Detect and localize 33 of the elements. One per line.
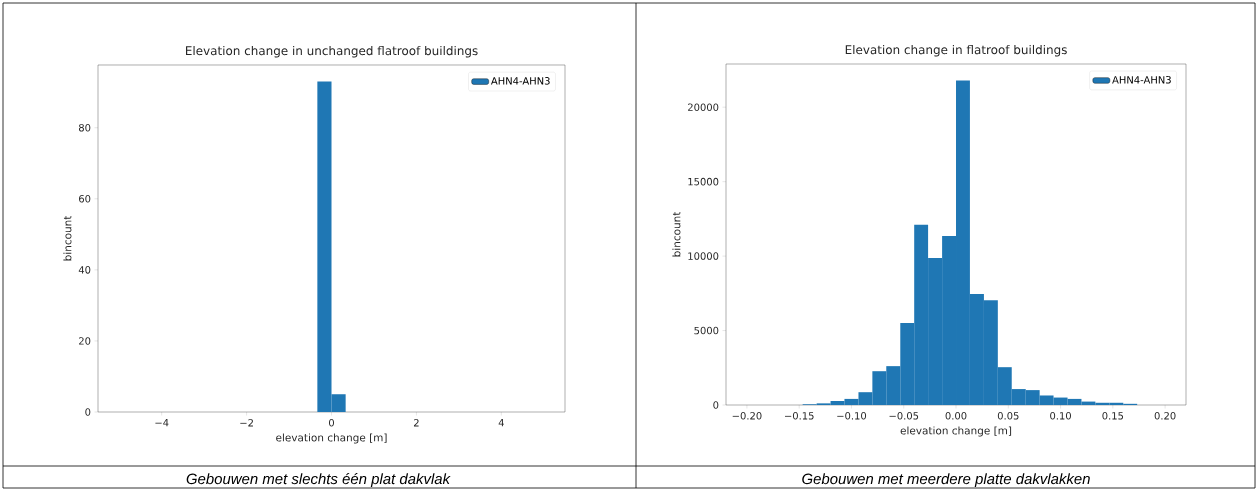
y-tick-label: 20 <box>79 337 91 345</box>
legend-label: AHN4-AHN3 <box>1112 76 1171 84</box>
x-tick-label: 2 <box>413 419 419 427</box>
x-tick-label: 0.00 <box>945 412 967 420</box>
x-tick-label: −0.10 <box>837 412 867 420</box>
x-tick-label: −0.20 <box>732 412 762 420</box>
chart-title: Elevation change in flatroof buildings <box>845 44 1067 57</box>
x-tick-label: 0 <box>328 419 335 427</box>
x-tick-label: −4 <box>155 419 169 427</box>
y-tick-label: 80 <box>78 123 91 132</box>
y-tick-label: 20000 <box>688 103 719 111</box>
y-tick-label: 15000 <box>688 177 719 186</box>
x-axis-title: elevation change [m] <box>276 433 387 444</box>
x-axis-title: elevation change [m] <box>900 426 1012 437</box>
legend-label: AHN4-AHN3 <box>490 77 550 85</box>
y-tick-label: 0 <box>713 401 719 409</box>
y-axis-title: bincount <box>63 215 72 261</box>
chart-title: Elevation change in unchanged flatroof buildings <box>186 45 478 58</box>
x-tick-label: 4 <box>498 419 504 427</box>
x-tick-label: 0.10 <box>1050 412 1071 420</box>
text: Gebouwen met meerdere platte dakvlakken <box>802 473 1090 488</box>
x-tick-label: −0.05 <box>889 412 919 420</box>
y-tick-label: 10000 <box>688 252 719 260</box>
y-tick-label: 5000 <box>694 326 719 335</box>
x-tick-label: −2 <box>240 419 253 427</box>
y-tick-label: 40 <box>78 266 91 274</box>
y-axis-title: bincount <box>672 211 681 257</box>
x-tick-label: 0.20 <box>1154 412 1176 420</box>
y-tick-label: 60 <box>79 195 91 203</box>
x-tick-label: −0.15 <box>784 412 814 420</box>
x-tick-label: 0.05 <box>997 412 1019 420</box>
text: Gebouwen met slechts één plat dakvlak <box>186 473 451 488</box>
x-tick-label: 0.15 <box>1102 412 1124 420</box>
